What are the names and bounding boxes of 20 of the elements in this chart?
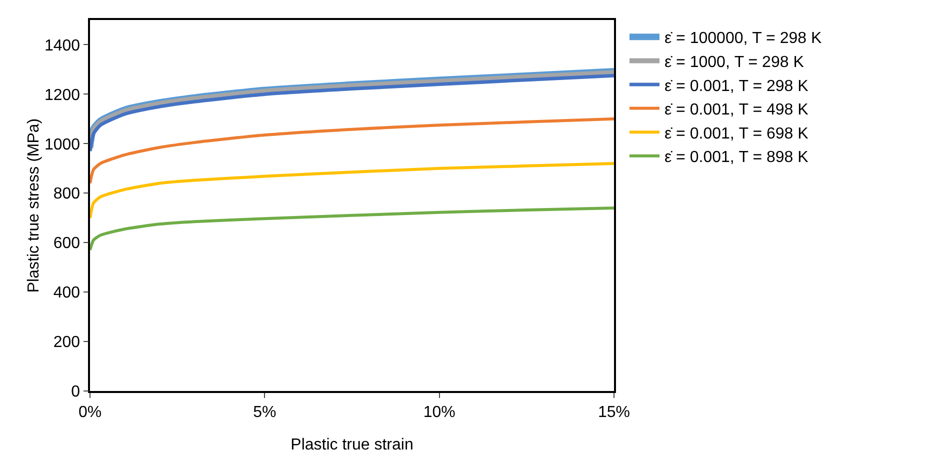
x-tick-label: 15% [598, 404, 630, 421]
legend-label: ε̇ = 0.001, T = 298 K [664, 78, 809, 95]
legend-label: ε̇ = 100000, T = 298 K [664, 30, 822, 48]
y-axis-title: Plastic true stress (MPa) [25, 118, 42, 293]
y-tick-label: 1200 [44, 86, 80, 104]
y-tick-label: 1000 [44, 136, 80, 154]
y-tick-label: 200 [53, 334, 80, 352]
y-tick-label: 1400 [44, 37, 80, 54]
y-tick-label: 800 [53, 186, 80, 203]
x-tick-label: 10% [423, 404, 456, 421]
legend-label: ε̇ = 0.001, T = 698 K [664, 125, 809, 142]
y-tick-label: 600 [53, 235, 80, 252]
legend-label: ε̇ = 0.001, T = 898 K [664, 149, 809, 166]
y-tick-label: 400 [53, 284, 80, 302]
legend-label: ε̇ = 0.001, T = 498 K [664, 102, 809, 119]
x-axis-title: Plastic true strain [290, 436, 414, 454]
x-tick-label: 5% [253, 404, 276, 421]
y-tick-label: 0 [71, 384, 80, 401]
legend-label: ε̇ = 1000, T = 298 K [664, 54, 804, 71]
x-tick-label: 0% [78, 404, 102, 421]
